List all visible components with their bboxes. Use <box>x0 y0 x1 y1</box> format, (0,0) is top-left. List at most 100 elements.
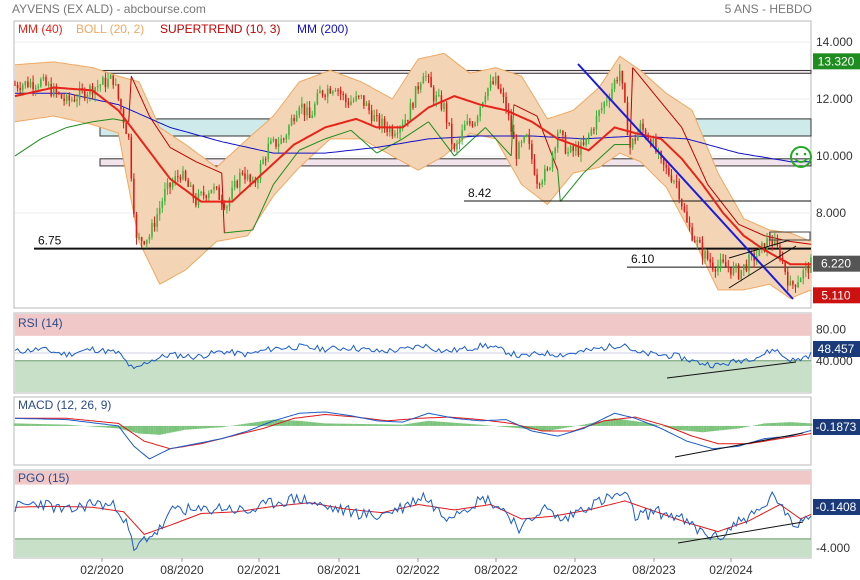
candle-body-111 <box>301 103 303 108</box>
macd-histogram-bar-15 <box>52 424 56 426</box>
candle-body-238 <box>629 135 631 148</box>
macd-histogram-bar-53 <box>150 425 154 435</box>
supertrend-line <box>14 67 812 245</box>
macd-histogram-bar-266 <box>701 425 704 433</box>
macd-histogram-bar-176 <box>468 423 472 426</box>
macd-histogram-bar-18 <box>60 424 63 426</box>
macd-histogram-bar-106 <box>287 420 291 426</box>
candle-body-130 <box>350 101 352 105</box>
macd-histogram-bar-168 <box>447 422 451 426</box>
candle-body-183 <box>487 88 489 97</box>
candle-body-46 <box>133 178 135 215</box>
price-badge-1-bg <box>813 255 860 272</box>
macd-histogram-bar-141 <box>378 424 381 426</box>
candle-body-193 <box>513 131 515 139</box>
macd-line <box>14 411 812 460</box>
macd-histogram-bar-122 <box>328 423 332 426</box>
candle-body-215 <box>569 146 572 152</box>
macd-histogram-bar-156 <box>416 422 420 426</box>
candle-body-121 <box>326 88 329 97</box>
macd-histogram-bar-42 <box>122 425 125 430</box>
candle-body-159 <box>425 75 427 77</box>
x-tick-label-2: 02/2021 <box>237 563 281 577</box>
candle-body-134 <box>360 95 363 97</box>
price-tick-label-1: 12.000 <box>816 92 853 106</box>
candle-body-97 <box>264 159 267 161</box>
candle-body-155 <box>414 86 417 108</box>
candle-body-305 <box>802 270 805 279</box>
candle-body-251 <box>662 158 665 165</box>
macd-histogram-bar-202 <box>535 425 539 430</box>
macd-histogram-bar-281 <box>739 425 743 428</box>
candle-body-225 <box>595 115 598 130</box>
macd-histogram-bar-20 <box>65 424 68 426</box>
candle-body-216 <box>572 146 575 152</box>
candle-body-73 <box>202 192 205 196</box>
candle-body-275 <box>724 261 727 267</box>
macd-histogram-bar-94 <box>256 421 260 426</box>
candle-body-98 <box>267 143 270 160</box>
candle-body-259 <box>683 206 686 212</box>
macd-histogram-bar-182 <box>484 425 487 426</box>
macd-histogram-bar-3 <box>21 423 25 426</box>
candle-body-264 <box>696 239 699 243</box>
supertrend-segment-20 <box>428 121 455 157</box>
macd-histogram-bar-93 <box>254 422 257 426</box>
candle-body-192 <box>510 115 512 132</box>
candle-body-64 <box>179 177 182 180</box>
candle-body-106 <box>288 125 290 136</box>
macd-histogram-bar-86 <box>235 424 239 426</box>
macd-histogram-bar-0 <box>13 423 17 426</box>
macd-histogram-bar-101 <box>274 419 278 426</box>
candle-body-234 <box>618 70 621 81</box>
candle-body-89 <box>244 173 246 180</box>
candle-body-170 <box>453 144 456 150</box>
candle-body-201 <box>533 159 536 175</box>
macd-histogram-bar-9 <box>36 423 40 426</box>
candle-body-175 <box>466 121 469 125</box>
candle-body-9 <box>37 86 40 88</box>
candle-body-91 <box>249 174 251 182</box>
macd-panel: MACD (12, 26, 9) -0.1873 <box>13 396 860 466</box>
supertrend-segment-25 <box>536 115 559 171</box>
rsi-value-badge: 48.457 <box>813 341 860 357</box>
macd-histogram-bar-97 <box>264 420 267 426</box>
macd-histogram-bar-74 <box>204 425 208 429</box>
candle-body-206 <box>546 168 549 170</box>
legend-mm40: MM (40) <box>18 22 63 36</box>
candle-body-104 <box>283 138 285 140</box>
candle-body-295 <box>776 239 779 246</box>
macd-histogram-bar-31 <box>93 425 97 427</box>
candle-body-169 <box>450 123 453 145</box>
macd-histogram-bar-125 <box>336 423 340 426</box>
candle-body-274 <box>722 259 724 262</box>
candle-body-278 <box>732 266 735 275</box>
candle-body-273 <box>719 259 722 266</box>
macd-histogram-bar-148 <box>396 424 399 426</box>
candle-body-162 <box>432 87 435 102</box>
candle-body-102 <box>277 143 280 147</box>
candle-body-298 <box>784 260 786 272</box>
macd-histogram-bar-105 <box>285 420 288 426</box>
macd-histogram-bar-77 <box>212 425 216 428</box>
price-levels: 6.75 8.42 6.10 <box>34 186 811 268</box>
candle-body-19 <box>63 98 65 102</box>
macd-histogram-bar-195 <box>517 425 521 429</box>
candle-body-36 <box>107 78 109 88</box>
candle-body-113 <box>306 107 308 116</box>
macd-histogram-bar-164 <box>437 421 441 426</box>
candle-body-61 <box>171 182 174 188</box>
macd-histogram-bar-297 <box>781 422 784 426</box>
macd-histogram-bar-41 <box>119 425 123 430</box>
candle-body-13 <box>47 83 50 86</box>
macd-histogram-bar-58 <box>163 425 167 434</box>
macd-histogram-bar-7 <box>31 423 35 426</box>
candle-body-254 <box>670 175 673 182</box>
supertrend-segment-8 <box>148 115 171 148</box>
macd-histogram-bar-108 <box>292 420 296 426</box>
macd-histogram-bar-222 <box>587 423 591 426</box>
supertrend-segment-32 <box>655 95 683 128</box>
rsi-badge-bg <box>813 341 860 357</box>
candle-body-136 <box>365 103 368 106</box>
macd-histogram-bar-63 <box>176 425 180 432</box>
